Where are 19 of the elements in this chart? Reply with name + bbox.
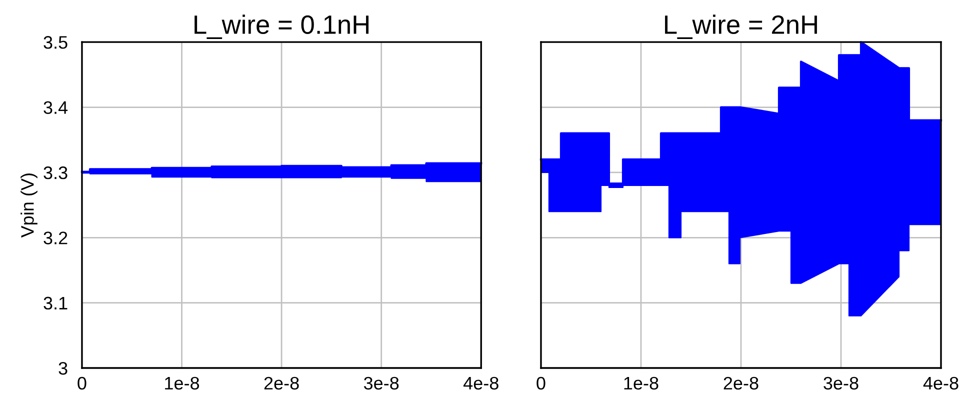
y-axis-title: Vpin (V) bbox=[20, 174, 38, 238]
x-tick-label: 3e-8 bbox=[824, 376, 858, 390]
x-tick-label: 2e-8 bbox=[724, 376, 758, 390]
chart-title: L_wire = 0.1nH bbox=[194, 14, 369, 39]
chart-title: L_wire = 2nH bbox=[665, 14, 817, 39]
x-tick-label: 3e-8 bbox=[364, 376, 399, 390]
x-tick-label: 2e-8 bbox=[264, 376, 299, 390]
y-tick-label: 3.2 bbox=[44, 232, 68, 244]
x-tick-label: 1e-8 bbox=[624, 376, 658, 390]
x-tick-label: 4e-8 bbox=[463, 376, 498, 390]
y-tick-label: 3.5 bbox=[44, 36, 68, 49]
x-tick-label: 0 bbox=[536, 376, 546, 390]
y-tick-label: 3.1 bbox=[44, 296, 68, 310]
x-tick-label: 1e-8 bbox=[165, 376, 200, 390]
y-tick-label: 3.4 bbox=[44, 101, 68, 114]
x-tick-label: 4e-8 bbox=[923, 376, 958, 390]
y-tick-label: 3.3 bbox=[44, 166, 68, 180]
x-tick-label: 0 bbox=[78, 376, 86, 390]
y-tick-label: 3 bbox=[58, 362, 68, 375]
